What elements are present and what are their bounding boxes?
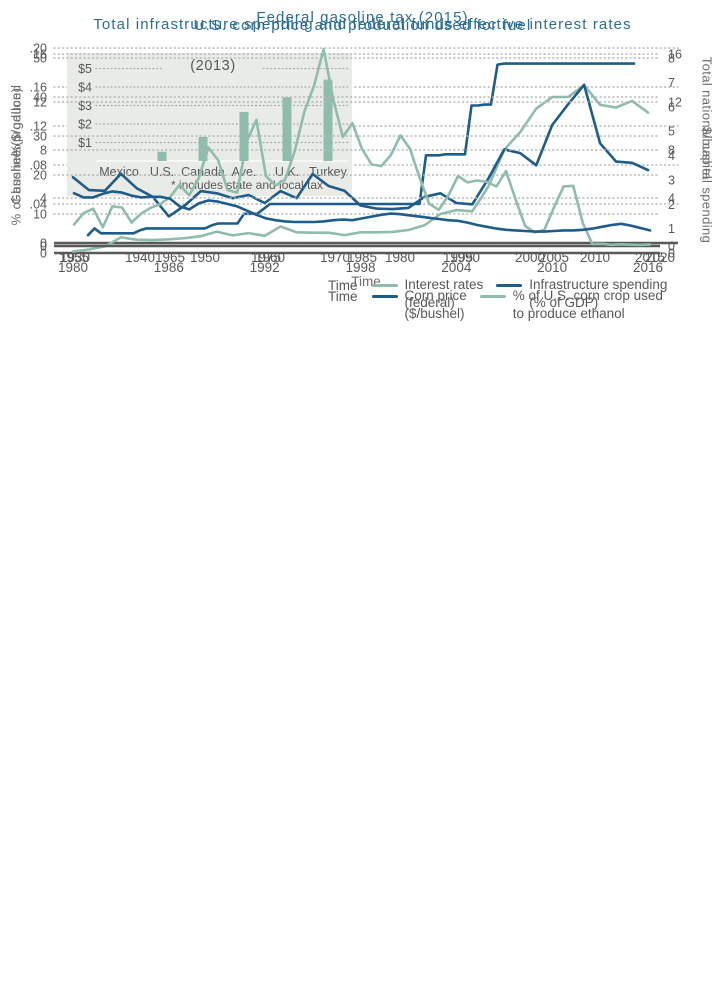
ethanol-share-legend-item: % of U.S. corn crop used to produce etha… xyxy=(479,287,663,323)
y-tick-label: 8 xyxy=(40,144,47,158)
ethanol-share-legend-line1: % of U.S. corn crop used xyxy=(512,288,663,303)
y-tick-label: 16 xyxy=(33,48,47,62)
y-tick-label: .04 xyxy=(30,198,47,212)
inset-title: (2013) xyxy=(190,58,236,74)
gas-tax-chart-title: Federal gasoline tax (2015) xyxy=(256,9,469,26)
y-tick-label: 12 xyxy=(33,96,47,110)
y-tick-label: .16 xyxy=(30,81,47,95)
inset-y-tick-label: $5 xyxy=(78,62,92,76)
right-y-tick-label: 8 xyxy=(668,144,675,158)
y-tick-label: 20 xyxy=(33,169,47,183)
right-y-tick-label: 6 xyxy=(668,100,675,114)
infra-right-axis-label: Total national capital spending xyxy=(699,56,715,244)
interest-rates-legend-item: Interest rates (federal) xyxy=(371,276,484,312)
infra-spending-legend-item: Infrastructure spending (% of GDP) xyxy=(496,276,667,312)
infra-legend-time-label: Time xyxy=(328,278,358,293)
series-line xyxy=(71,83,650,218)
series-line xyxy=(71,84,650,253)
y-tick-label: .08 xyxy=(30,159,47,173)
y-tick-label: 0 xyxy=(40,240,47,254)
right-y-tick-label: 5 xyxy=(668,125,675,139)
x-tick-label: 1986 xyxy=(154,260,184,275)
x-tick-label: 1980 xyxy=(58,260,88,275)
x-tick-label: 1975 xyxy=(251,250,281,265)
infrastructure-chart-title: Total infrastructure spending and federa… xyxy=(93,16,632,33)
y-tick-label: 10 xyxy=(33,208,47,222)
corn-legend: Time Corn price ($/bushel) % of U.S. cor… xyxy=(328,287,663,323)
inset-note: * includes state and local tax xyxy=(171,178,323,192)
infrastructure-legend: Time Interest rates (federal) Infrastruc… xyxy=(328,276,667,312)
corn-price-legend-line1: Corn price xyxy=(404,288,467,303)
x-tick-label: 1992 xyxy=(250,260,280,275)
inset-y-tick-label: $1 xyxy=(78,136,92,150)
corn-chart: U.S. corn price and production used for … xyxy=(0,0,725,350)
right-y-tick-label: 12 xyxy=(668,96,682,110)
right-y-tick-label: 2 xyxy=(668,198,675,212)
y-tick-label: 50 xyxy=(33,52,47,66)
inset-y-tick-label: $4 xyxy=(78,81,92,95)
inset-category-label: U.S. xyxy=(150,165,174,179)
inset-y-tick-label: $2 xyxy=(78,118,92,132)
corn-price-legend-item: Corn price ($/bushel) xyxy=(371,287,467,323)
right-y-tick-label: 8 xyxy=(668,52,675,66)
corn-price-legend-line2: ($/bushel) xyxy=(404,305,465,321)
y-tick-label: .20 xyxy=(30,42,47,56)
series-line xyxy=(72,190,652,233)
y-tick-label: 40 xyxy=(33,91,47,105)
y-tick-label: .12 xyxy=(30,120,47,134)
x-tick-label: 1965 xyxy=(155,250,185,265)
inset-bar xyxy=(282,97,292,161)
x-tick-label: 1985 xyxy=(347,250,377,265)
ethanol-share-swatch xyxy=(479,295,506,299)
x-tick-label: 2010 xyxy=(537,260,567,275)
right-y-tick-label: 4 xyxy=(668,149,675,163)
inset-title-backdrop xyxy=(164,56,262,74)
infrastructure-chart: Total infrastructure spending and federa… xyxy=(0,0,725,320)
y-tick-label: 0 xyxy=(40,247,47,261)
infra-left-axis-label: % xyxy=(8,144,24,156)
series-line xyxy=(72,47,652,247)
x-tick-label: 2005 xyxy=(539,250,569,265)
infra-spending-swatch xyxy=(496,284,523,288)
x-tick-label: 1995 xyxy=(443,250,473,265)
right-y-tick-label: 3 xyxy=(668,173,675,187)
corn-legend-time-label: Time xyxy=(328,289,358,304)
right-y-tick-label: 1 xyxy=(668,222,675,236)
interest-rates-legend-line1: Interest rates xyxy=(404,277,484,292)
infra-spending-legend-line2: (% of GDP) xyxy=(529,294,599,310)
x-tick-label: 2004 xyxy=(441,260,472,275)
x-tick-label: 2016 xyxy=(633,260,663,275)
inset-bar xyxy=(198,136,208,161)
inset-bar xyxy=(157,151,167,161)
right-y-tick-label: 7 xyxy=(668,76,675,90)
interest-rates-legend-line2: (federal) xyxy=(404,294,455,310)
y-tick-label: 30 xyxy=(33,130,47,144)
corn-chart-title: U.S. corn price and production used for … xyxy=(193,17,532,34)
right-y-tick-label: 0 xyxy=(668,247,675,261)
right-y-tick-label: 4 xyxy=(668,192,675,206)
inset-category-label: Mexico xyxy=(99,165,139,179)
corn-price-swatch xyxy=(371,295,398,299)
x-tick-label: 1998 xyxy=(345,260,375,275)
series-line xyxy=(86,62,636,237)
x-tick-label: 1955 xyxy=(59,250,89,265)
inset-panel xyxy=(67,53,352,196)
y-tick-label: 0 xyxy=(40,237,47,251)
x-tick-label: 2015 xyxy=(635,250,665,265)
ethanol-share-legend-line2: to produce ethanol xyxy=(512,305,625,321)
inset-bar xyxy=(323,79,333,161)
interest-rates-swatch xyxy=(371,284,398,288)
y-tick-label: 4 xyxy=(40,192,47,206)
inset-category-label: Ave. xyxy=(232,165,257,179)
infra-spending-legend-line1: Infrastructure spending xyxy=(529,277,668,292)
right-y-tick-label: 0 xyxy=(668,240,675,254)
right-y-tick-label: 16 xyxy=(668,48,682,62)
